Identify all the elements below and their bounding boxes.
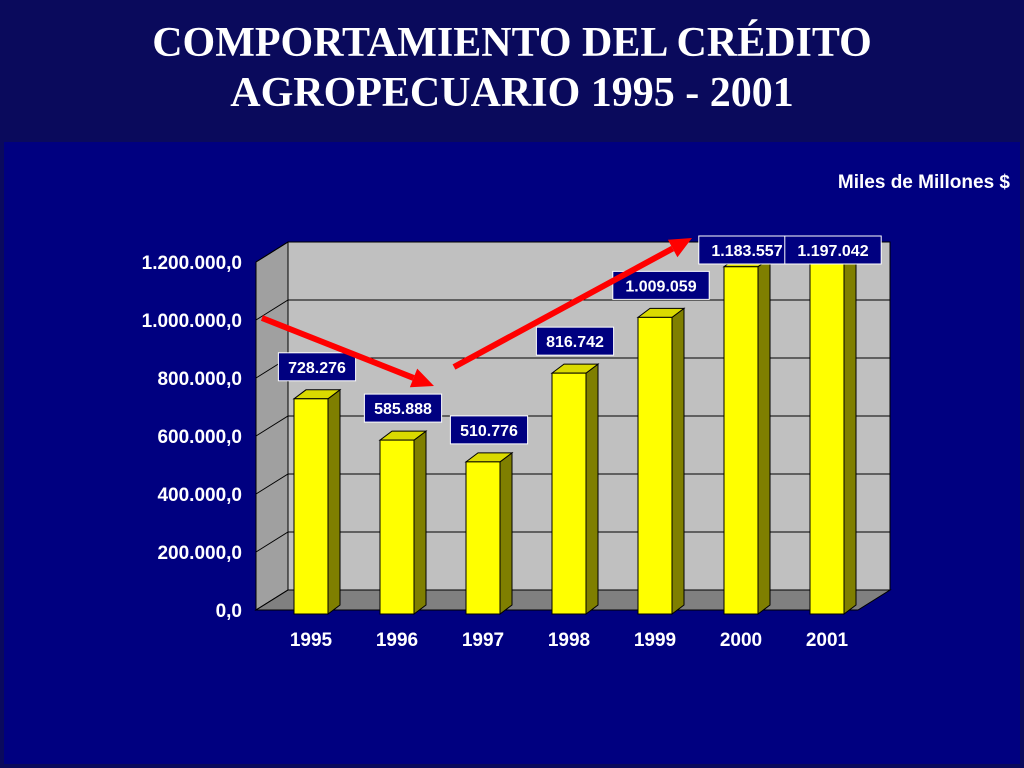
bar-side-1996 bbox=[413, 430, 427, 615]
data-label-box bbox=[612, 270, 710, 300]
gridline bbox=[255, 531, 890, 553]
bar-side-1998 bbox=[585, 363, 599, 615]
bar-1997 bbox=[465, 461, 501, 615]
title-line-1: COMPORTAMIENTO DEL CRÉDITO bbox=[152, 20, 872, 66]
slide-title: COMPORTAMIENTO DEL CRÉDITO AGROPECUARIO … bbox=[0, 18, 1024, 118]
data-label: 1.009.059 bbox=[625, 278, 696, 295]
bar-side-2001 bbox=[843, 252, 857, 615]
x-tick-label: 1999 bbox=[634, 630, 676, 651]
data-label-box bbox=[784, 235, 882, 265]
x-tick-label: 1995 bbox=[290, 630, 333, 651]
x-tick-label: 1996 bbox=[376, 630, 418, 651]
arrow-rise-head bbox=[667, 238, 692, 258]
data-label-box bbox=[698, 235, 796, 265]
arrow-decline-shaft bbox=[260, 315, 415, 381]
bar-1996 bbox=[379, 439, 415, 615]
data-label: 1.183.557 bbox=[711, 243, 782, 260]
data-label-box bbox=[535, 326, 615, 356]
data-label: 585.888 bbox=[374, 401, 432, 418]
gridline bbox=[255, 299, 890, 321]
bar-side-1997 bbox=[499, 451, 513, 615]
y-tick-label: 0,0 bbox=[216, 601, 242, 622]
data-label: 510.776 bbox=[460, 423, 518, 440]
title-line-2: AGROPECUARIO 1995 - 2001 bbox=[230, 70, 794, 116]
y-tick-label: 1.200.000,0 bbox=[142, 253, 242, 274]
x-tick-label: 2000 bbox=[720, 630, 762, 651]
chart-panel: Miles de Millones $ 0,0 200.000,0 400.000,… bbox=[4, 142, 1020, 764]
data-label-box bbox=[449, 415, 529, 445]
data-label: 728.276 bbox=[288, 360, 346, 377]
y-tick-label: 200.000,0 bbox=[157, 543, 242, 564]
arrow-rise-shaft bbox=[452, 245, 675, 370]
arrow-decline-head bbox=[409, 368, 434, 388]
data-label: 816.742 bbox=[546, 334, 604, 351]
bar-side-2000 bbox=[757, 256, 771, 615]
bar-side-1995 bbox=[327, 388, 341, 615]
x-tick-label: 2001 bbox=[806, 630, 849, 651]
x-tick-label: 1997 bbox=[462, 630, 504, 651]
units-label: Miles de Millones $ bbox=[837, 172, 1010, 193]
y-tick-label: 400.000,0 bbox=[157, 485, 242, 506]
y-tick-label: 800.000,0 bbox=[157, 369, 242, 390]
data-label-box bbox=[363, 393, 443, 423]
gridline bbox=[255, 241, 890, 263]
bar-1995 bbox=[293, 398, 329, 615]
bar-side-1999 bbox=[671, 307, 685, 615]
gridline bbox=[255, 415, 890, 437]
y-tick-label: 600.000,0 bbox=[157, 427, 242, 448]
y-tick-label: 1.000.000,0 bbox=[142, 311, 242, 332]
bar-1999 bbox=[637, 316, 673, 615]
x-tick-label: 1998 bbox=[548, 630, 590, 651]
data-label-box bbox=[277, 352, 357, 382]
gridline bbox=[255, 473, 890, 495]
data-label: 1.197.042 bbox=[797, 243, 868, 260]
bar-chart: 0,0 200.000,0 400.000,0 600.000,0 800.000,0 1… bbox=[142, 235, 892, 651]
bar-2001 bbox=[809, 262, 845, 615]
bar-2000 bbox=[723, 266, 759, 615]
bar-1998 bbox=[551, 372, 587, 615]
gridline bbox=[255, 589, 890, 611]
